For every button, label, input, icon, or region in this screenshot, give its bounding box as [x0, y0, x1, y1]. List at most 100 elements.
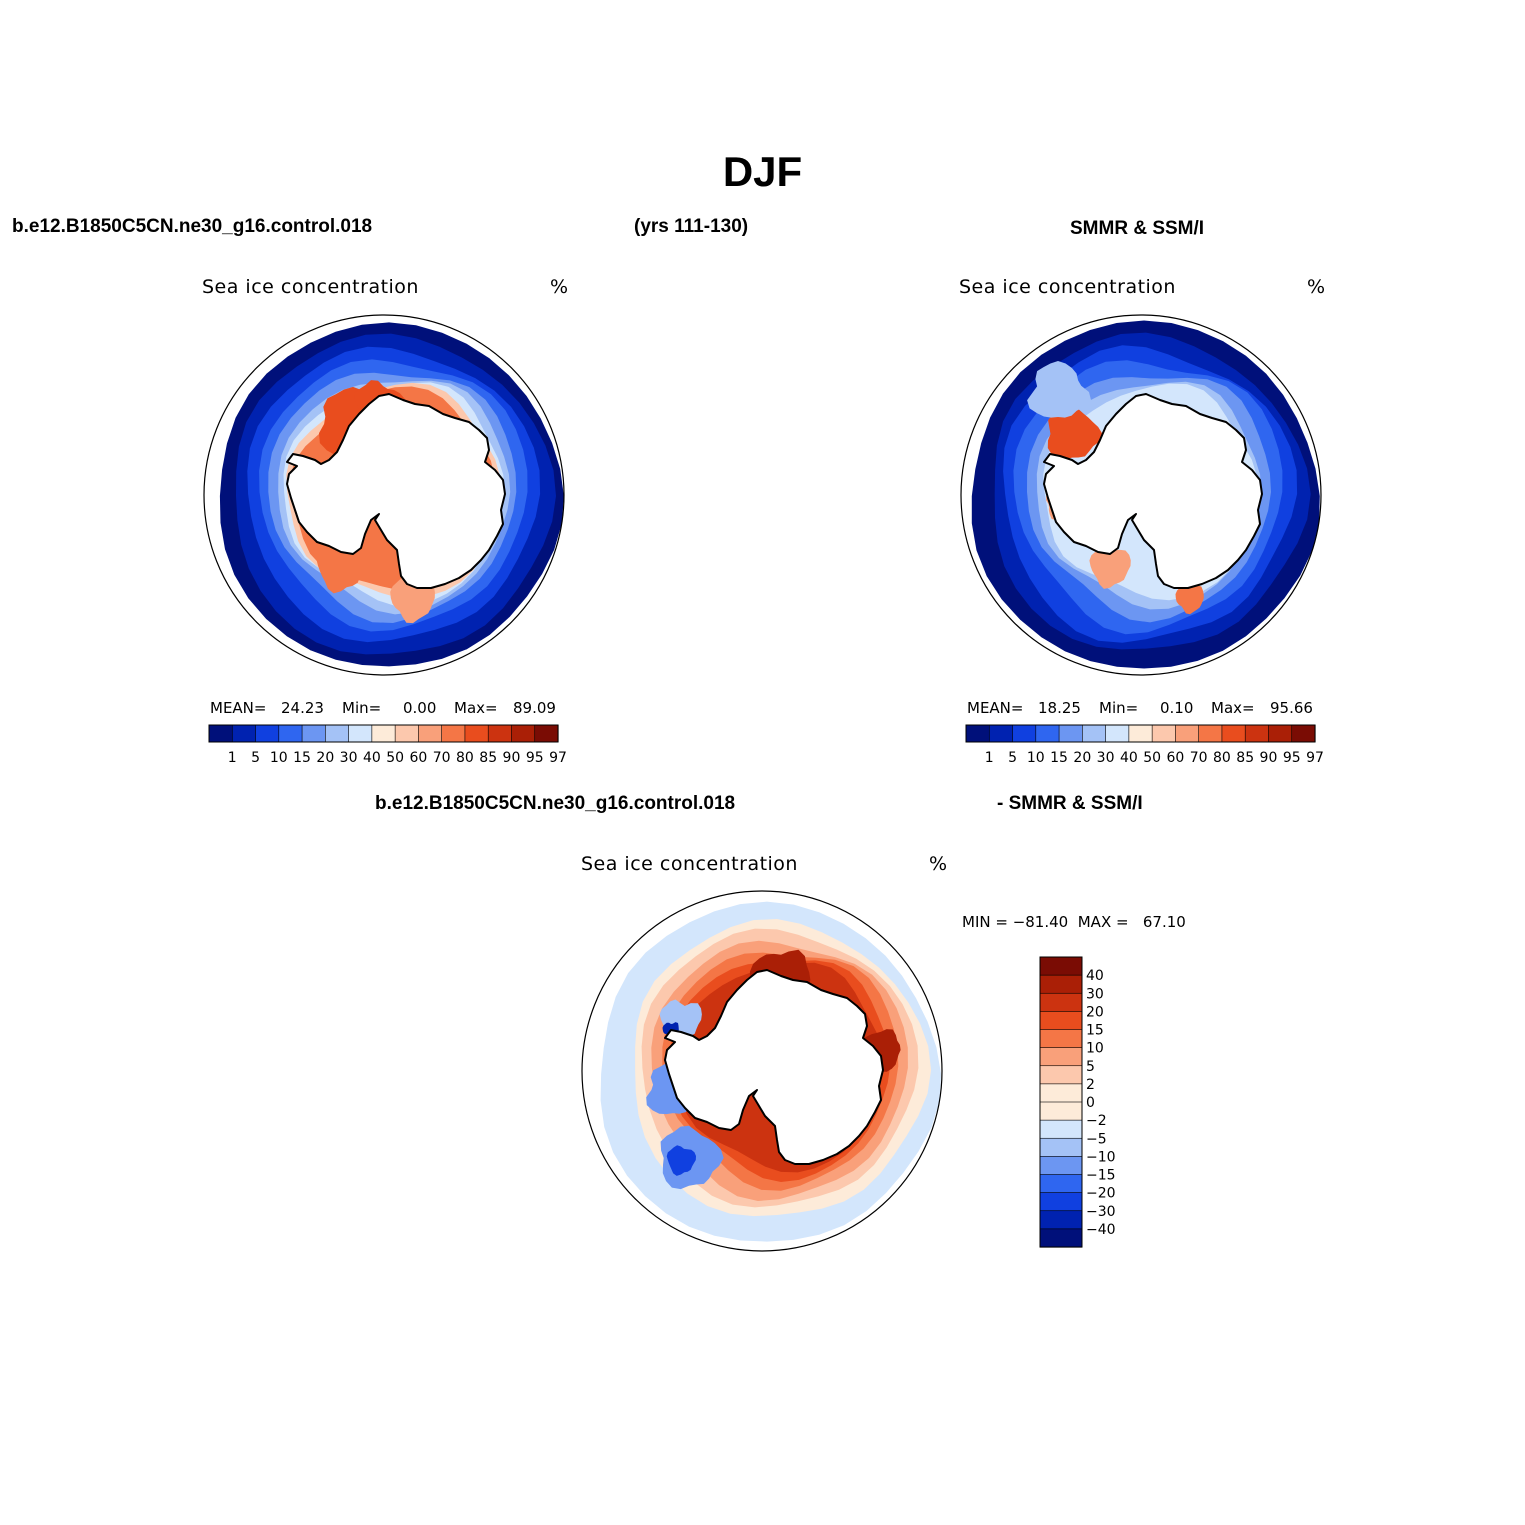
model-min-value: 0.00 — [403, 699, 437, 717]
obs-colorbar-tick-14: 95 — [1283, 750, 1301, 766]
model-colorbar-tick-11: 80 — [456, 750, 474, 766]
obs-colorbar-box-13 — [1244, 724, 1270, 743]
model-min-label: Min= — [342, 699, 382, 717]
model-colorbar-box-6 — [325, 724, 350, 743]
model-colorbar-box-7 — [348, 724, 373, 743]
obs-map-border — [960, 314, 1322, 676]
obs-source-label: SMMR & SSM/I — [1070, 218, 1205, 239]
obs-colorbar-tick-4: 15 — [1050, 750, 1068, 766]
obs-mean-label: MEAN= — [967, 699, 1024, 717]
obs-colorbar-tick-8: 50 — [1143, 750, 1161, 766]
diff-antarctica-coastline — [664, 969, 884, 1165]
diff-units: % — [929, 853, 948, 875]
obs-colorbar-tick-15: 97 — [1306, 750, 1324, 766]
model-colorbar-tick-3: 10 — [270, 750, 288, 766]
obs-anomaly-patch-5 — [1027, 361, 1092, 418]
obs-min-value: 0.10 — [1160, 699, 1194, 717]
diff-colorbar-tick-8: 0 — [1086, 1095, 1095, 1111]
model-colorbar-tick-4: 15 — [293, 750, 311, 766]
diff-colorbar-box-7 — [1039, 1065, 1083, 1085]
model-colorbar-frame — [208, 724, 559, 743]
diff-obs-label: - SMMR & SSM/I — [997, 793, 1143, 814]
diff-anomaly-patch-3 — [666, 1145, 696, 1176]
model-colorbar-box-5 — [301, 724, 326, 743]
obs-colorbar-tick-12: 85 — [1236, 750, 1254, 766]
model-colorbar-tick-15: 97 — [549, 750, 567, 766]
diff-colorbar-tick-1: 40 — [1086, 968, 1104, 984]
model-colorbar-box-4 — [278, 724, 303, 743]
model-units: % — [550, 276, 569, 298]
diff-colorbar-frame — [1039, 956, 1083, 1248]
diff-colorbar-tick-10: −5 — [1086, 1131, 1107, 1147]
obs-colorbar-box-4 — [1035, 724, 1060, 743]
obs-colorbar-box-12 — [1221, 724, 1246, 743]
model-case-label: b.e12.B1850C5CN.ne30_g16.control.018 — [12, 216, 373, 237]
obs-units: % — [1307, 276, 1326, 298]
model-colorbar-tick-6: 30 — [340, 750, 358, 766]
model-colorbar-box-15 — [534, 724, 559, 743]
diff-colorbar-box-2 — [1039, 974, 1083, 994]
obs-max-label: Max= — [1211, 699, 1255, 717]
obs-max-value: 95.66 — [1270, 699, 1313, 717]
obs-anomaly-patch-4 — [1175, 584, 1204, 615]
diff-colorbar-box-1 — [1039, 956, 1083, 976]
obs-colorbar-tick-10: 70 — [1190, 750, 1208, 766]
diff-minmax: MIN = −81.40 MAX = 67.10 — [962, 913, 1186, 931]
obs-colorbar-box-6 — [1082, 724, 1107, 743]
diff-colorbar-box-6 — [1039, 1047, 1083, 1067]
model-colorbar-tick-13: 90 — [503, 750, 521, 766]
model-colorbar-box-1 — [208, 724, 233, 743]
obs-anomaly-patch-3 — [1089, 545, 1131, 589]
obs-colorbar-tick-1: 1 — [985, 750, 994, 766]
model-sea-ice-map — [203, 314, 565, 676]
years-label: (yrs 111-130) — [634, 216, 749, 237]
diff-colorbar-box-12 — [1039, 1156, 1083, 1176]
diff-colorbar-tick-9: −2 — [1086, 1113, 1107, 1129]
obs-antarctica-coastline — [1043, 393, 1263, 589]
obs-colorbar-tick-5: 20 — [1073, 750, 1091, 766]
diff-colorbar-tick-6: 5 — [1086, 1059, 1095, 1075]
obs-colorbar-box-8 — [1128, 724, 1153, 743]
diff-colorbar-tick-13: −20 — [1086, 1186, 1116, 1202]
obs-min-label: Min= — [1099, 699, 1139, 717]
model-colorbar-tick-10: 70 — [433, 750, 451, 766]
obs-colorbar-box-10 — [1175, 724, 1200, 743]
model-colorbar-tick-7: 40 — [363, 750, 381, 766]
model-colorbar-tick-8: 50 — [386, 750, 404, 766]
obs-colorbar-box-14 — [1268, 724, 1293, 743]
model-colorbar-tick-1: 1 — [228, 750, 237, 766]
model-colorbar-box-10 — [418, 724, 443, 743]
diff-colorbar-tick-12: −15 — [1086, 1168, 1116, 1184]
diff-colorbar-box-16 — [1039, 1228, 1083, 1248]
obs-colorbar-tick-11: 80 — [1213, 750, 1231, 766]
model-colorbar-box-3 — [255, 724, 280, 743]
diff-colorbar-box-4 — [1039, 1011, 1083, 1031]
obs-colorbar-box-5 — [1058, 724, 1083, 743]
diff-variable-title: Sea ice concentration — [581, 853, 798, 875]
diff-colorbar-tick-4: 15 — [1086, 1023, 1104, 1039]
obs-colorbar-box-15 — [1291, 724, 1316, 743]
model-colorbar-tick-9: 60 — [409, 750, 427, 766]
model-colorbar-box-11 — [441, 724, 466, 743]
model-map-border — [203, 314, 565, 676]
obs-colorbar-tick-3: 10 — [1027, 750, 1045, 766]
model-colorbar-box-12 — [464, 724, 489, 743]
diff-colorbar-box-10 — [1039, 1119, 1083, 1139]
model-colorbar-tick-2: 5 — [251, 750, 260, 766]
model-colorbar-box-13 — [487, 724, 513, 743]
model-mean-label: MEAN= — [210, 699, 267, 717]
diff-map-border — [581, 890, 943, 1252]
diff-sea-ice-map — [581, 890, 943, 1252]
diff-model-label: b.e12.B1850C5CN.ne30_g16.control.018 — [375, 793, 736, 814]
model-colorbar-tick-5: 20 — [316, 750, 334, 766]
model-colorbar-tick-12: 85 — [479, 750, 497, 766]
obs-colorbar: 1 5 10 15 20 30 40 50 60 70 80 85 90 95 97 — [965, 724, 1324, 766]
diff-colorbar-box-5 — [1039, 1029, 1083, 1049]
model-colorbar-box-14 — [511, 724, 536, 743]
obs-colorbar-tick-2: 5 — [1008, 750, 1017, 766]
model-colorbar: 1 5 10 15 20 30 40 50 60 70 80 85 90 95 97 — [208, 724, 567, 766]
obs-colorbar-box-1 — [965, 724, 990, 743]
obs-colorbar-box-7 — [1105, 724, 1130, 743]
model-antarctica-coastline — [286, 393, 506, 589]
